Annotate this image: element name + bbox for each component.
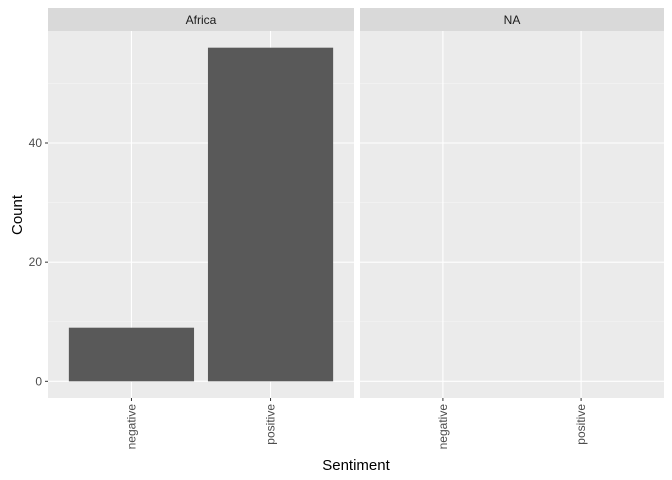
facet-strip: [48, 8, 354, 31]
y-tick-label: 20: [29, 255, 43, 269]
y-axis: 0 20 40: [29, 136, 48, 388]
x-tick-label: negative: [124, 404, 138, 450]
facet-strip: [360, 8, 664, 31]
y-tick-label: 40: [29, 136, 43, 150]
facet-panel-africa: Africa: [48, 8, 354, 398]
y-tick-label: 0: [35, 374, 42, 388]
facet-strip-label: NA: [504, 13, 521, 27]
x-tick-label: positive: [264, 404, 278, 445]
facet-panel-na: NA: [360, 8, 664, 398]
bar-africa-negative: [68, 327, 195, 382]
x-tick-label: negative: [436, 404, 450, 450]
x-axis: negative positive negative positive: [124, 398, 588, 449]
facet-panels: Africa NA: [48, 8, 664, 398]
y-axis-title: Count: [9, 194, 26, 235]
bar-africa-positive: [207, 47, 334, 382]
facet-strip-label: Africa: [186, 13, 217, 27]
x-tick-label: positive: [574, 404, 588, 445]
panel-background: [360, 31, 664, 398]
x-axis-title: Sentiment: [322, 457, 390, 474]
